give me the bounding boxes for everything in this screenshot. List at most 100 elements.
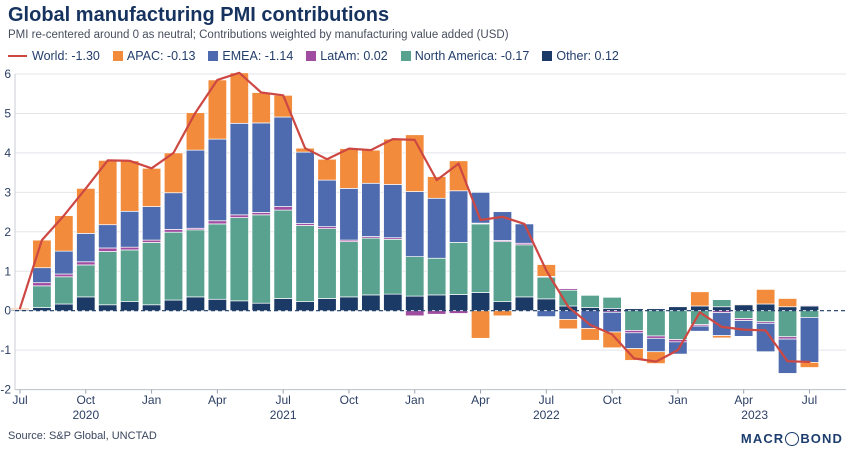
bar-segment-other	[98, 304, 118, 312]
bar-segment-other	[383, 293, 403, 312]
bar-segment-north-america	[756, 310, 776, 323]
bar-segment-emea	[756, 322, 776, 353]
bar-segment-north-america	[185, 229, 206, 298]
bar-segment-other	[470, 292, 491, 312]
bar-segment-apac	[273, 94, 293, 118]
bar-segment-apac	[756, 289, 776, 305]
x-axis-label: Jan	[142, 393, 161, 407]
bar-segment-emea	[295, 151, 315, 224]
bar-segment-apac	[734, 303, 754, 306]
x-axis-label: Oct	[76, 393, 95, 407]
bar-segment-latam	[251, 212, 271, 216]
bar-segment-emea	[229, 122, 249, 216]
bar-segment-latam	[229, 214, 249, 218]
bar-segment-north-america	[229, 217, 249, 302]
bar-segment-apac	[712, 335, 732, 339]
bar-segment-north-america	[141, 242, 162, 306]
bar-segment-latam	[273, 206, 293, 211]
y-axis-label: -2	[0, 383, 11, 397]
legend: World: -1.30 APAC: -0.13 EMEA: -1.14 LatAm:…	[8, 49, 632, 63]
bar-segment-apac	[427, 176, 447, 199]
bar-segment-emea	[777, 338, 798, 374]
legend-square-swatch	[400, 51, 411, 61]
bar-segment-other	[514, 296, 534, 312]
bar-segment-other	[405, 295, 425, 312]
x-axis-label: Jul	[802, 393, 817, 407]
y-axis-label: 3	[4, 185, 11, 199]
legend-item-emea: EMEA: -1.14	[208, 49, 293, 63]
bar-segment-emea	[251, 122, 271, 213]
logo-o-icon	[785, 431, 800, 446]
y-axis-label: 2	[4, 225, 11, 239]
bar-segment-latam	[141, 239, 162, 243]
x-axis-label: Jan	[668, 393, 687, 407]
year-label: 2021	[270, 408, 297, 422]
bar-segment-other	[295, 301, 315, 312]
bar-segment-emea	[799, 317, 820, 363]
bar-segment-north-america	[251, 214, 271, 304]
bar-segment-apac	[405, 134, 425, 192]
bar-segment-north-america	[405, 256, 425, 297]
bar-segment-other	[799, 305, 820, 312]
logo-text-post: BOND	[800, 431, 843, 446]
x-axis-label: Jul	[275, 393, 290, 407]
y-axis-label: -1	[0, 343, 11, 357]
bar-segment-other	[536, 298, 556, 312]
x-axis-label: Jan	[405, 393, 424, 407]
bar-segment-other	[120, 301, 140, 312]
macrobond-logo: MACR BOND	[741, 431, 843, 446]
y-axis-label: 1	[4, 264, 11, 278]
legend-item-world: World: -1.30	[8, 49, 100, 63]
bar-segment-north-america	[295, 225, 315, 302]
legend-label: LatAm: 0.02	[320, 49, 388, 63]
bar-segment-north-america	[799, 310, 820, 318]
bar-segment-latam	[799, 304, 820, 307]
bar-segment-north-america	[602, 296, 622, 309]
bar-segment-other	[492, 301, 513, 312]
bar-segment-emea	[536, 310, 556, 317]
bar-segment-north-america	[273, 209, 293, 299]
bar-segment-latam	[646, 335, 666, 339]
bar-segment-apac	[141, 167, 162, 207]
bar-segment-north-america	[98, 251, 118, 306]
legend-label: North America: -0.17	[414, 49, 530, 63]
bar-segment-north-america	[777, 310, 798, 338]
bar-segment-north-america	[514, 244, 534, 298]
bar-segment-other	[756, 303, 776, 312]
bar-segment-north-america	[470, 223, 491, 293]
bar-segment-latam	[98, 247, 118, 252]
bar-segment-latam	[558, 288, 578, 291]
bar-segment-other	[207, 298, 227, 312]
bar-segment-other	[427, 294, 447, 312]
bar-segment-latam	[54, 273, 74, 278]
bar-segment-apac	[185, 112, 206, 151]
y-axis-label: 4	[4, 146, 11, 160]
x-axis-label: Apr	[471, 393, 490, 407]
x-axis-label: Oct	[603, 393, 622, 407]
bar-segment-other	[690, 305, 710, 312]
bar-segment-apac	[54, 215, 74, 252]
bar-segment-other	[273, 298, 293, 312]
bar-segment-emea	[207, 138, 227, 222]
bar-segment-latam	[120, 246, 140, 251]
bar-segment-emea	[405, 191, 425, 258]
legend-square-swatch	[306, 51, 317, 61]
bar-segment-north-america	[449, 242, 469, 295]
bar-segment-other	[339, 296, 359, 312]
bar-segment-latam	[163, 229, 184, 233]
bar-segment-other	[361, 294, 381, 312]
bar-segment-emea	[76, 233, 96, 263]
bar-segment-other	[251, 302, 271, 312]
bar-segment-apac	[229, 72, 249, 124]
bar-segment-other	[141, 304, 162, 312]
year-label: 2023	[741, 408, 768, 422]
bar-segment-emea	[624, 332, 644, 349]
bar-segment-apac	[251, 92, 271, 124]
bar-segment-apac	[470, 310, 491, 339]
bar-segment-north-america	[646, 310, 666, 337]
bar-segment-emea	[98, 224, 118, 249]
bar-segment-north-america	[427, 257, 447, 296]
bar-segment-other	[229, 300, 249, 312]
